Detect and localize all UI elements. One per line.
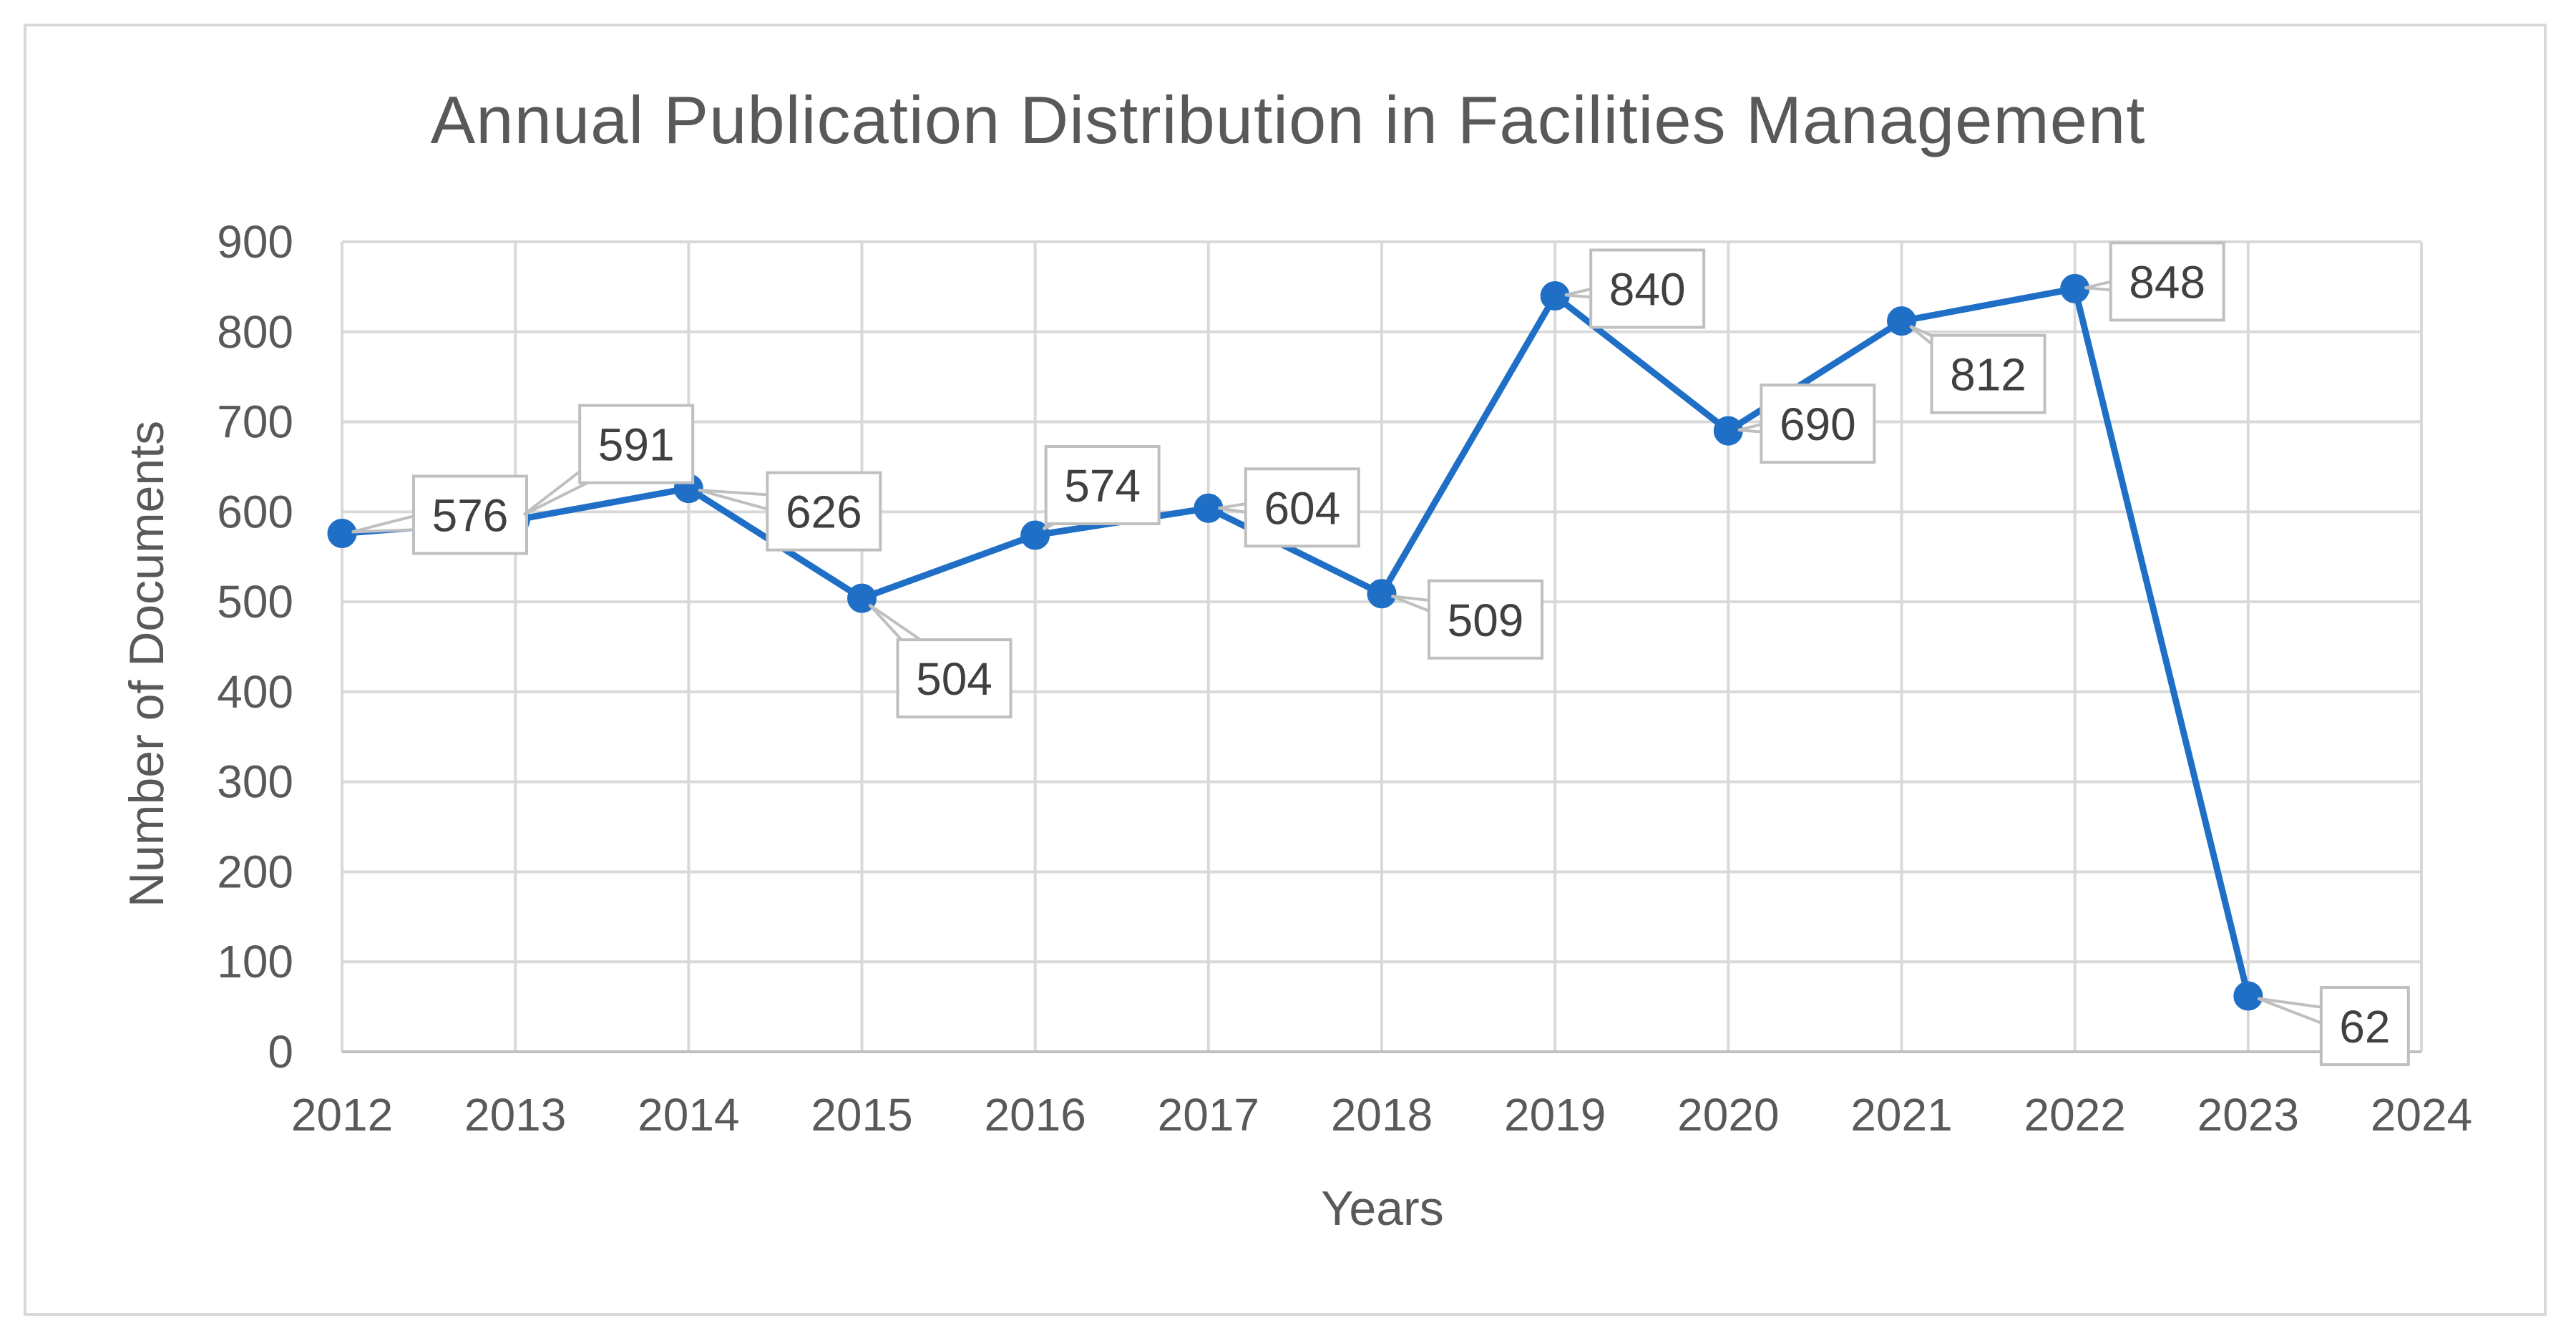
x-tick-label: 2018 xyxy=(1331,1089,1433,1141)
x-tick-label: 2015 xyxy=(811,1089,912,1141)
data-point xyxy=(327,519,357,549)
data-point xyxy=(847,583,877,613)
y-tick-label: 400 xyxy=(217,666,293,718)
data-point xyxy=(1887,306,1916,336)
data-label: 604 xyxy=(1264,482,1340,534)
data-label-box xyxy=(1044,445,1161,526)
x-tick-label: 2020 xyxy=(1677,1089,1779,1141)
data-point xyxy=(1194,493,1224,523)
y-tick-label: 500 xyxy=(217,576,293,627)
x-tick-label: 2022 xyxy=(2024,1089,2125,1141)
data-label-box xyxy=(766,471,882,552)
x-tick-label: 2021 xyxy=(1850,1089,1952,1141)
x-axis-title: Years xyxy=(1321,1181,1443,1236)
data-point xyxy=(1713,416,1743,446)
data-label: 62 xyxy=(2339,1001,2390,1053)
series xyxy=(327,273,2263,1011)
data-label: 626 xyxy=(786,487,862,538)
y-tick-label: 200 xyxy=(217,846,293,897)
data-point xyxy=(1540,280,1570,311)
chart-frame xyxy=(24,24,2547,1316)
y-tick-label: 100 xyxy=(217,936,293,987)
y-tick-label: 0 xyxy=(268,1026,293,1078)
x-tick-label: 2012 xyxy=(291,1089,393,1141)
x-tick-label: 2013 xyxy=(464,1089,566,1141)
data-label-box xyxy=(1589,248,1706,329)
data-label-box xyxy=(578,404,695,484)
data-label-box xyxy=(2319,986,2410,1067)
x-tick-label: 2017 xyxy=(1158,1089,1259,1141)
x-tick-label: 2023 xyxy=(2197,1089,2299,1141)
series-line xyxy=(341,285,2252,997)
x-tick-label: 2016 xyxy=(984,1089,1085,1141)
data-label-box xyxy=(2109,241,2225,322)
data-label: 574 xyxy=(1064,460,1141,512)
data-label: 848 xyxy=(2129,256,2205,308)
data-labels: 576 591 626 504 574 604 509 840 690 812 848 62 xyxy=(351,241,2410,1067)
y-tick-label: 600 xyxy=(217,486,293,537)
data-label-box xyxy=(1244,467,1360,548)
y-tick-label: 700 xyxy=(217,396,293,448)
x-tick-label: 2024 xyxy=(2371,1089,2472,1141)
data-label: 840 xyxy=(1609,263,1686,315)
chart-title: Annual Publication Distribution in Facil… xyxy=(431,82,2146,157)
gridlines xyxy=(341,240,2423,1053)
data-label-box xyxy=(1428,579,1543,660)
data-label-box xyxy=(1760,384,1876,464)
data-label-box xyxy=(896,638,1013,719)
data-point xyxy=(1020,520,1050,550)
data-label: 504 xyxy=(916,653,992,705)
y-axis-title: Number of Documents xyxy=(119,421,174,907)
data-point xyxy=(2233,981,2263,1011)
data-label-box xyxy=(412,474,528,555)
x-tick-label: 2014 xyxy=(638,1089,739,1141)
y-tick-label: 300 xyxy=(217,756,293,808)
y-tick-label: 900 xyxy=(217,216,293,268)
data-label: 576 xyxy=(432,490,509,542)
data-point xyxy=(1367,579,1397,609)
data-label: 690 xyxy=(1780,399,1856,450)
x-tick-label: 2019 xyxy=(1504,1089,1606,1141)
y-tick-label: 800 xyxy=(217,306,293,358)
axis-ticks: 0 100 200 300 400 500 600 700 800 900 2012 2013 2014… xyxy=(217,216,2472,1141)
data-label: 591 xyxy=(598,419,675,471)
data-point xyxy=(2060,273,2090,303)
data-label: 812 xyxy=(1950,349,2026,401)
data-label: 509 xyxy=(1448,595,1524,646)
data-label-box xyxy=(1930,333,2046,414)
